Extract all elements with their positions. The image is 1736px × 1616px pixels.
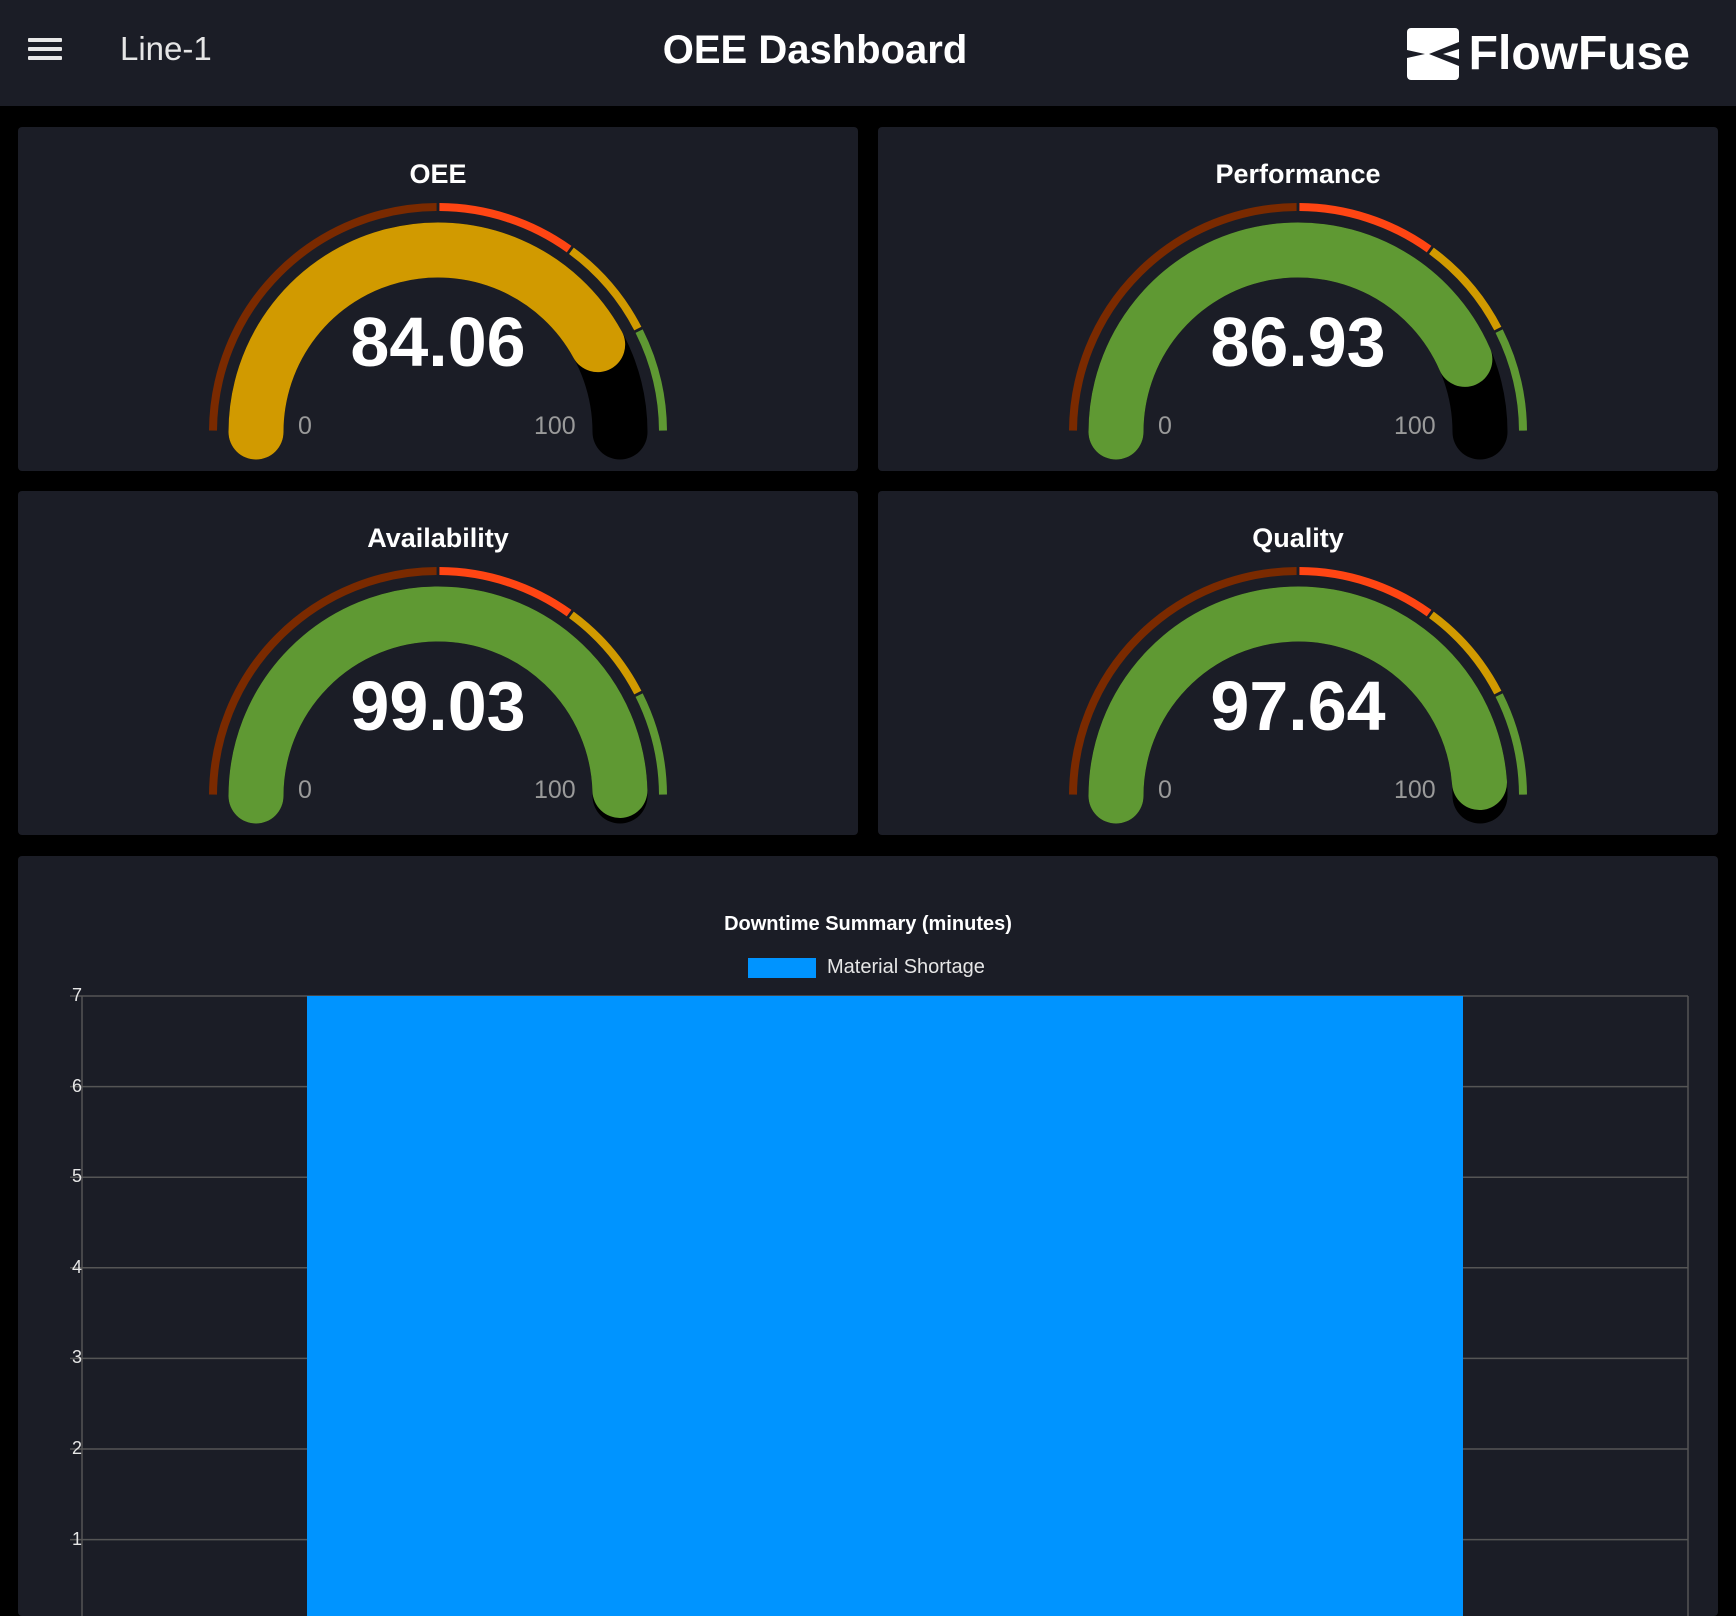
chart-legend[interactable]: Material Shortage [748,956,985,979]
gauge-value: 97.64 [1210,667,1386,745]
hamburger-menu-icon[interactable] [28,38,62,66]
gauge-segment [635,693,667,795]
gauge-max: 100 [1394,776,1436,804]
gauge-oee [209,203,667,460]
gauge-min: 0 [1158,412,1172,440]
app-header: Line-1 OEE Dashboard FlowFuse [0,0,1736,106]
flowfuse-logo-icon [1406,27,1459,80]
gauge-title: Availability [367,523,509,553]
chart-title: Downtime Summary (minutes) [724,913,1012,935]
gauge-title: Performance [1215,159,1381,189]
gauge-min: 0 [1158,776,1172,804]
y-tick-label: 4 [71,1256,82,1277]
line-label: Line-1 [120,30,212,67]
gauge-card-performance: Performance 86.93 0 100 [878,127,1718,471]
gauge-title: OEE [409,159,467,189]
legend-label: Material Shortage [827,956,985,978]
gauge-segment [209,203,437,431]
gauge-segment [635,329,667,431]
gauge-value: 99.03 [350,667,526,745]
bar-material-shortage[interactable] [307,996,1463,1616]
page-title: OEE Dashboard [662,28,968,72]
gauge-segment [439,567,572,617]
gauge-segment [439,203,572,253]
y-tick-label: 3 [71,1347,82,1368]
gauge-segment [569,247,642,331]
y-tick-label: 7 [71,985,82,1005]
y-tick-label: 5 [71,1166,82,1187]
gauge-value-arc [228,586,648,824]
gauge-max: 100 [534,776,576,804]
gauge-segment [1299,567,1432,617]
gauge-value-arc [1088,586,1507,824]
gauge-max: 100 [534,412,576,440]
gauge-segment [1299,203,1432,253]
gauge-segment [1495,329,1527,431]
legend-swatch [748,957,816,978]
gauge-min: 0 [298,412,312,440]
gauge-max: 100 [1394,412,1436,440]
gauge-title: Quality [1252,523,1344,553]
y-tick-label: 2 [71,1438,82,1458]
gauge-value-arc [228,222,626,460]
gauge-quality [1069,567,1527,824]
downtime-chart-card: Downtime Summary (minutes) Material Shor… [18,856,1718,1616]
gauge-segment [1495,693,1527,795]
gauge-segment [1069,203,1297,431]
y-tick-label: 6 [71,1075,82,1096]
gauge-card-quality: Quality 97.64 0 100 [878,491,1718,835]
brand-name: FlowFuse [1468,27,1690,80]
gauge-card-oee: OEE 84.06 0 100 [18,127,858,471]
gauge-value-arc [1088,222,1493,460]
gauge-value: 86.93 [1210,303,1386,381]
gauge-availability [209,567,667,824]
gauge-segment [569,611,642,695]
gauge-segment [1069,567,1297,795]
y-tick-label: 1 [71,1528,82,1549]
gauge-segment [209,567,437,795]
gauge-value: 84.06 [350,303,526,381]
brand-logo: FlowFuse [1406,26,1690,81]
gauge-segment [1429,247,1502,331]
gauge-performance [1069,203,1527,460]
downtime-bar-chart [70,995,1689,1616]
gauge-min: 0 [298,776,312,804]
gauge-card-availability: Availability 99.03 0 100 [18,491,858,835]
gauge-segment [1429,611,1502,695]
